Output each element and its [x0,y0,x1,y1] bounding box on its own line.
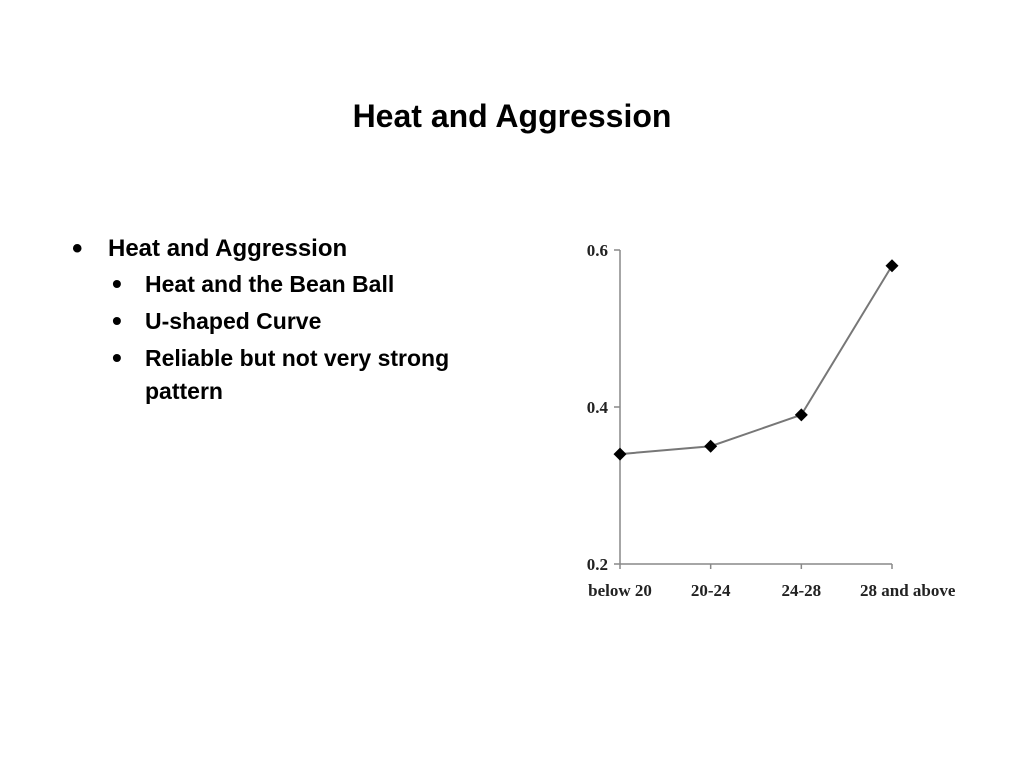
sub-bullet-item: • U-shaped Curve [72,305,492,338]
line-chart: 0.2 0.4 0.6 below 20 20-24 24-28 28 and above [587,241,956,600]
y-tick-label: 0.4 [587,398,609,417]
slide-title: Heat and Aggression [352,98,672,134]
sub-bullet-item: • Heat and the Bean Ball [72,268,492,301]
x-tick-label: 28 and above [860,581,956,600]
x-tick-label: 24-28 [781,581,821,600]
sub-bullet-list: • Heat and the Bean Ball • U-shaped Curv… [72,268,492,408]
bullet-item-main: • Heat and Aggression [72,232,492,266]
bullet-dot-icon: • [112,342,122,373]
bullet-list: • Heat and Aggression • Heat and the Bea… [72,232,492,412]
y-tick-label: 0.6 [587,241,608,260]
data-point-marker [885,259,899,273]
data-point-marker [794,408,808,422]
data-point-marker [704,439,718,453]
bullet-dot-icon: • [72,232,83,265]
data-point-marker [613,447,627,461]
sub-bullet-text: U-shaped Curve [145,308,322,334]
sub-bullet-text: Heat and the Bean Ball [145,271,395,297]
sub-bullet-text: Reliable but not very strong pattern [145,345,450,404]
x-tick-label: 20-24 [691,581,731,600]
x-tick-label: below 20 [588,581,652,600]
bullet-dot-icon: • [112,268,122,299]
sub-bullet-item: • Reliable but not very strong pattern [72,342,492,408]
y-tick-label: 0.2 [587,555,608,574]
series-line [619,265,893,456]
bullet-dot-icon: • [112,305,122,336]
bullet-text-main: Heat and Aggression [108,235,348,262]
